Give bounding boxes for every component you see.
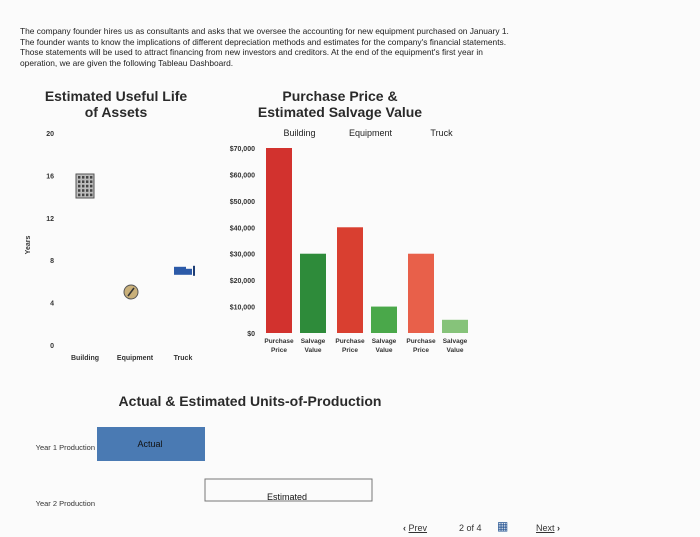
group-header: Building — [283, 128, 315, 138]
y-axis-label: Years — [25, 236, 32, 255]
building-window — [78, 180, 81, 183]
price-bar — [337, 227, 363, 333]
price-x-tick-2: Price — [342, 347, 358, 354]
price-bar — [371, 306, 397, 333]
price-x-tick: Purchase — [264, 338, 294, 345]
intro-line: The founder wants to know the implicatio… — [20, 36, 507, 47]
price-y-tick: $50,000 — [230, 199, 255, 206]
x-tick-label: Building — [71, 355, 99, 362]
price-x-tick: Salvage — [443, 338, 468, 345]
building-window — [82, 184, 85, 188]
chevron-left-icon: ‹ — [403, 523, 406, 533]
price-bar — [300, 253, 326, 333]
intro-line: operation, we are given the following Ta… — [20, 57, 234, 68]
estimated-label: Estimated — [267, 492, 307, 502]
units-chart-title: Actual & Estimated Units-of-Production — [118, 393, 382, 409]
building-window — [78, 193, 81, 197]
price-x-tick: Purchase — [406, 338, 436, 345]
price-y-tick: $70,000 — [230, 146, 255, 153]
prev-label: Prev — [408, 523, 428, 533]
building-window — [90, 176, 93, 179]
tools-icon-handle — [127, 287, 135, 297]
building-window — [86, 193, 89, 197]
row-label: Year 2 Production — [36, 499, 95, 508]
price-x-tick-2: Value — [305, 347, 322, 354]
price-y-tick: $10,000 — [230, 305, 255, 312]
building-window — [82, 180, 85, 183]
price-x-tick-2: Price — [413, 347, 429, 354]
price-x-tick-2: Value — [447, 347, 464, 354]
price-y-tick: $30,000 — [230, 252, 255, 259]
chevron-right-icon: › — [557, 523, 561, 533]
building-window — [82, 176, 85, 179]
intro-line: The company founder hires us as consulta… — [20, 26, 509, 36]
price-bar — [266, 148, 292, 333]
building-window — [90, 180, 93, 183]
y-tick-label: 4 — [50, 301, 54, 308]
truck-cab — [186, 268, 192, 275]
y-tick-label: 20 — [46, 131, 54, 138]
y-tick-label: 8 — [50, 258, 54, 265]
price-y-tick: $40,000 — [230, 225, 255, 232]
group-header: Truck — [430, 128, 453, 138]
group-header: Equipment — [349, 128, 393, 138]
purchase-price-title: Purchase Price & Estimated Salvage Value — [257, 88, 423, 120]
estimated-bar — [204, 478, 373, 502]
next-label: Next — [536, 523, 555, 533]
x-tick-label: Truck — [174, 355, 193, 362]
intro-line: Those statements will be used to attract… — [20, 47, 483, 58]
truck-icon — [174, 266, 186, 275]
price-bar — [408, 253, 434, 333]
price-y-tick: $0 — [247, 331, 255, 338]
building-window — [78, 176, 81, 179]
prev-button[interactable]: ‹ Prev — [403, 523, 427, 533]
y-tick-label: 12 — [46, 216, 54, 223]
y-tick-label: 0 — [50, 343, 54, 350]
useful-life-title: Estimated Useful Life of Assets — [44, 88, 188, 120]
building-window — [78, 189, 81, 192]
building-window — [86, 176, 89, 179]
building-icon — [75, 173, 95, 199]
price-y-tick: $60,000 — [230, 172, 255, 179]
price-bar — [442, 319, 468, 333]
intro-text: The company founder hires us as consulta… — [20, 26, 580, 68]
price-x-tick-2: Price — [271, 347, 287, 354]
building-window — [90, 189, 93, 192]
building-window — [90, 184, 93, 188]
x-tick-label: Equipment — [117, 355, 154, 362]
row-label: Year 1 Production — [36, 443, 95, 452]
building-window — [86, 189, 89, 192]
building-window — [82, 193, 85, 197]
price-x-tick: Purchase — [335, 338, 365, 345]
price-x-tick-2: Value — [376, 347, 393, 354]
price-x-tick: Salvage — [301, 338, 326, 345]
truck-bumper — [193, 265, 195, 276]
price-x-tick: Salvage — [372, 338, 397, 345]
grid-menu-icon[interactable]: ▦ — [497, 519, 509, 533]
building-window — [86, 180, 89, 183]
y-tick-label: 16 — [46, 173, 54, 180]
page-indicator: 2 of 4 — [459, 523, 482, 533]
actual-label: Actual — [137, 439, 162, 449]
building-window — [82, 189, 85, 192]
actual-bar — [97, 427, 205, 461]
next-button[interactable]: Next › — [536, 523, 560, 533]
building-window — [86, 184, 89, 188]
building-window — [78, 184, 81, 188]
building-window — [90, 193, 93, 197]
price-y-tick: $20,000 — [230, 278, 255, 285]
